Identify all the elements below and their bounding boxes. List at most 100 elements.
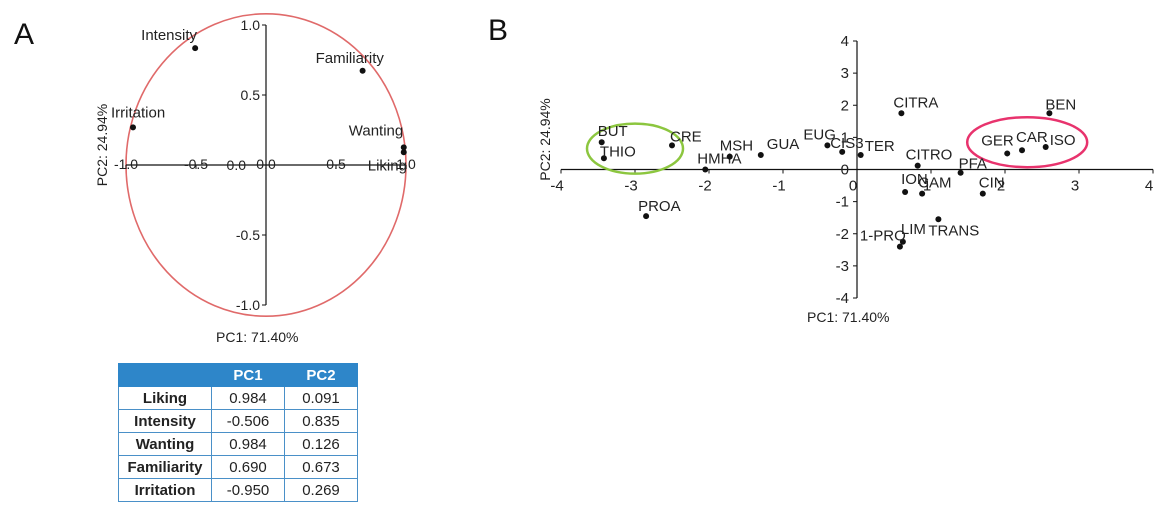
data-label: CAR [1016, 129, 1048, 146]
y-tick-label: 0.5 [241, 87, 261, 103]
data-label: PFA [959, 156, 987, 173]
data-label: 1-PRO [860, 228, 906, 245]
data-point [192, 45, 199, 52]
x-axis-label: PC1: 71.40% [216, 329, 299, 345]
panel-label-a: A [14, 18, 35, 51]
data-point [702, 166, 709, 173]
data-point [1019, 147, 1026, 154]
y-tick-label: 0 [841, 162, 849, 179]
x-tick-label: 3 [1071, 178, 1079, 195]
data-label: BUT [598, 123, 628, 140]
x-tick-label: 0.0 [256, 156, 276, 172]
data-label: TRANS [928, 222, 979, 239]
data-point [898, 110, 905, 117]
data-point [400, 144, 407, 151]
data-point [919, 190, 926, 197]
table-row-label: Intensity [118, 409, 212, 433]
data-point [1046, 110, 1053, 117]
cluster-ellipse-left [585, 122, 685, 175]
table-cell-pc2: 0.091 [284, 386, 358, 410]
data-point [902, 188, 909, 195]
data-label: Irritation [111, 104, 165, 121]
data-point [914, 162, 921, 169]
table-row: Irritation -0.950 0.269 [118, 478, 358, 502]
y-tick-label: 4 [841, 33, 849, 50]
x-tick-label: -1.0 [114, 156, 138, 172]
table-cell-pc1: 0.984 [211, 432, 285, 456]
data-label: PROA [638, 198, 681, 215]
y-tick-label: -2 [836, 226, 849, 243]
data-label: CITRO [906, 147, 953, 164]
data-label: CIS3 [830, 135, 863, 152]
data-label: THIO [600, 143, 636, 160]
table-cell-pc1: 0.690 [211, 455, 285, 479]
data-point [669, 142, 675, 149]
table-row-label: Liking [118, 386, 212, 410]
table-row: Wanting 0.984 0.126 [118, 432, 358, 456]
data-label: GUA [767, 136, 800, 153]
data-point [1042, 144, 1049, 151]
table-cell-pc1: -0.506 [211, 409, 285, 433]
x-tick-label: 2 [997, 178, 1005, 195]
x-tick-label: 0.5 [326, 156, 346, 172]
x-axis-label: PC1: 71.40% [807, 309, 890, 325]
table-header-pc1: PC1 [211, 363, 285, 387]
table-row: Familiarity 0.690 0.673 [118, 455, 358, 479]
x-tick-label: -4 [550, 178, 563, 195]
data-point [643, 213, 650, 220]
data-label: BEN [1045, 96, 1076, 113]
table-row: Liking 0.984 0.091 [118, 386, 358, 410]
data-point [857, 152, 864, 159]
data-label: Liking [368, 157, 407, 174]
panel-label-b: B [488, 14, 509, 47]
y-tick-label: 3 [841, 65, 849, 82]
x-tick-label: 0 [849, 178, 857, 195]
data-point [979, 190, 986, 197]
data-point [824, 142, 831, 149]
table-row-label: Wanting [118, 432, 212, 456]
y-tick-label: 1 [841, 129, 849, 146]
x-tick-label: 1 [923, 178, 931, 195]
x-tick-label: 1.0 [396, 156, 416, 172]
data-point [359, 67, 366, 74]
data-label: TER [865, 138, 895, 155]
data-label: Familiarity [316, 50, 385, 67]
table-header-row: PC1 PC2 [118, 363, 358, 387]
data-label: GER [981, 132, 1014, 149]
table-header-pc2: PC2 [284, 363, 358, 387]
y-tick-label: 2 [841, 97, 849, 114]
data-label: MSH [720, 138, 753, 155]
data-point [598, 139, 605, 146]
data-point [957, 169, 964, 176]
loadings-table: PC1 PC2 Liking 0.984 0.091 Intensity -0.… [118, 363, 358, 502]
x-tick-label: -2 [698, 178, 711, 195]
data-label: ION [901, 171, 928, 188]
table-cell-pc2: 0.673 [284, 455, 358, 479]
x-tick-label: -3 [624, 178, 637, 195]
data-label: Intensity [141, 27, 197, 44]
data-point [1004, 150, 1011, 157]
data-point [600, 155, 607, 162]
y-axis-label: PC2: 24.94% [537, 98, 553, 181]
unit-circle [125, 13, 407, 317]
table-row-label: Irritation [118, 478, 212, 502]
y-tick-label: 0.0 [227, 157, 247, 173]
table-cell-pc2: 0.269 [284, 478, 358, 502]
data-label: HMHA [697, 151, 741, 168]
table-row-label: Familiarity [118, 455, 212, 479]
cluster-ellipse-right [965, 115, 1089, 169]
data-label: CAM [918, 175, 951, 192]
y-tick-label: -1.0 [236, 297, 260, 313]
table-cell-pc2: 0.835 [284, 409, 358, 433]
table-cell-pc1: -0.950 [211, 478, 285, 502]
table-cell-pc2: 0.126 [284, 432, 358, 456]
y-tick-label: -3 [836, 258, 849, 275]
data-label: ISO [1050, 132, 1076, 149]
data-label: Wanting [349, 122, 403, 139]
data-label: CIN [979, 175, 1005, 192]
table-row: Intensity -0.506 0.835 [118, 409, 358, 433]
data-point [935, 216, 942, 223]
y-tick-label: -4 [836, 290, 849, 307]
data-label: EUG [803, 126, 836, 143]
data-point [757, 152, 764, 159]
